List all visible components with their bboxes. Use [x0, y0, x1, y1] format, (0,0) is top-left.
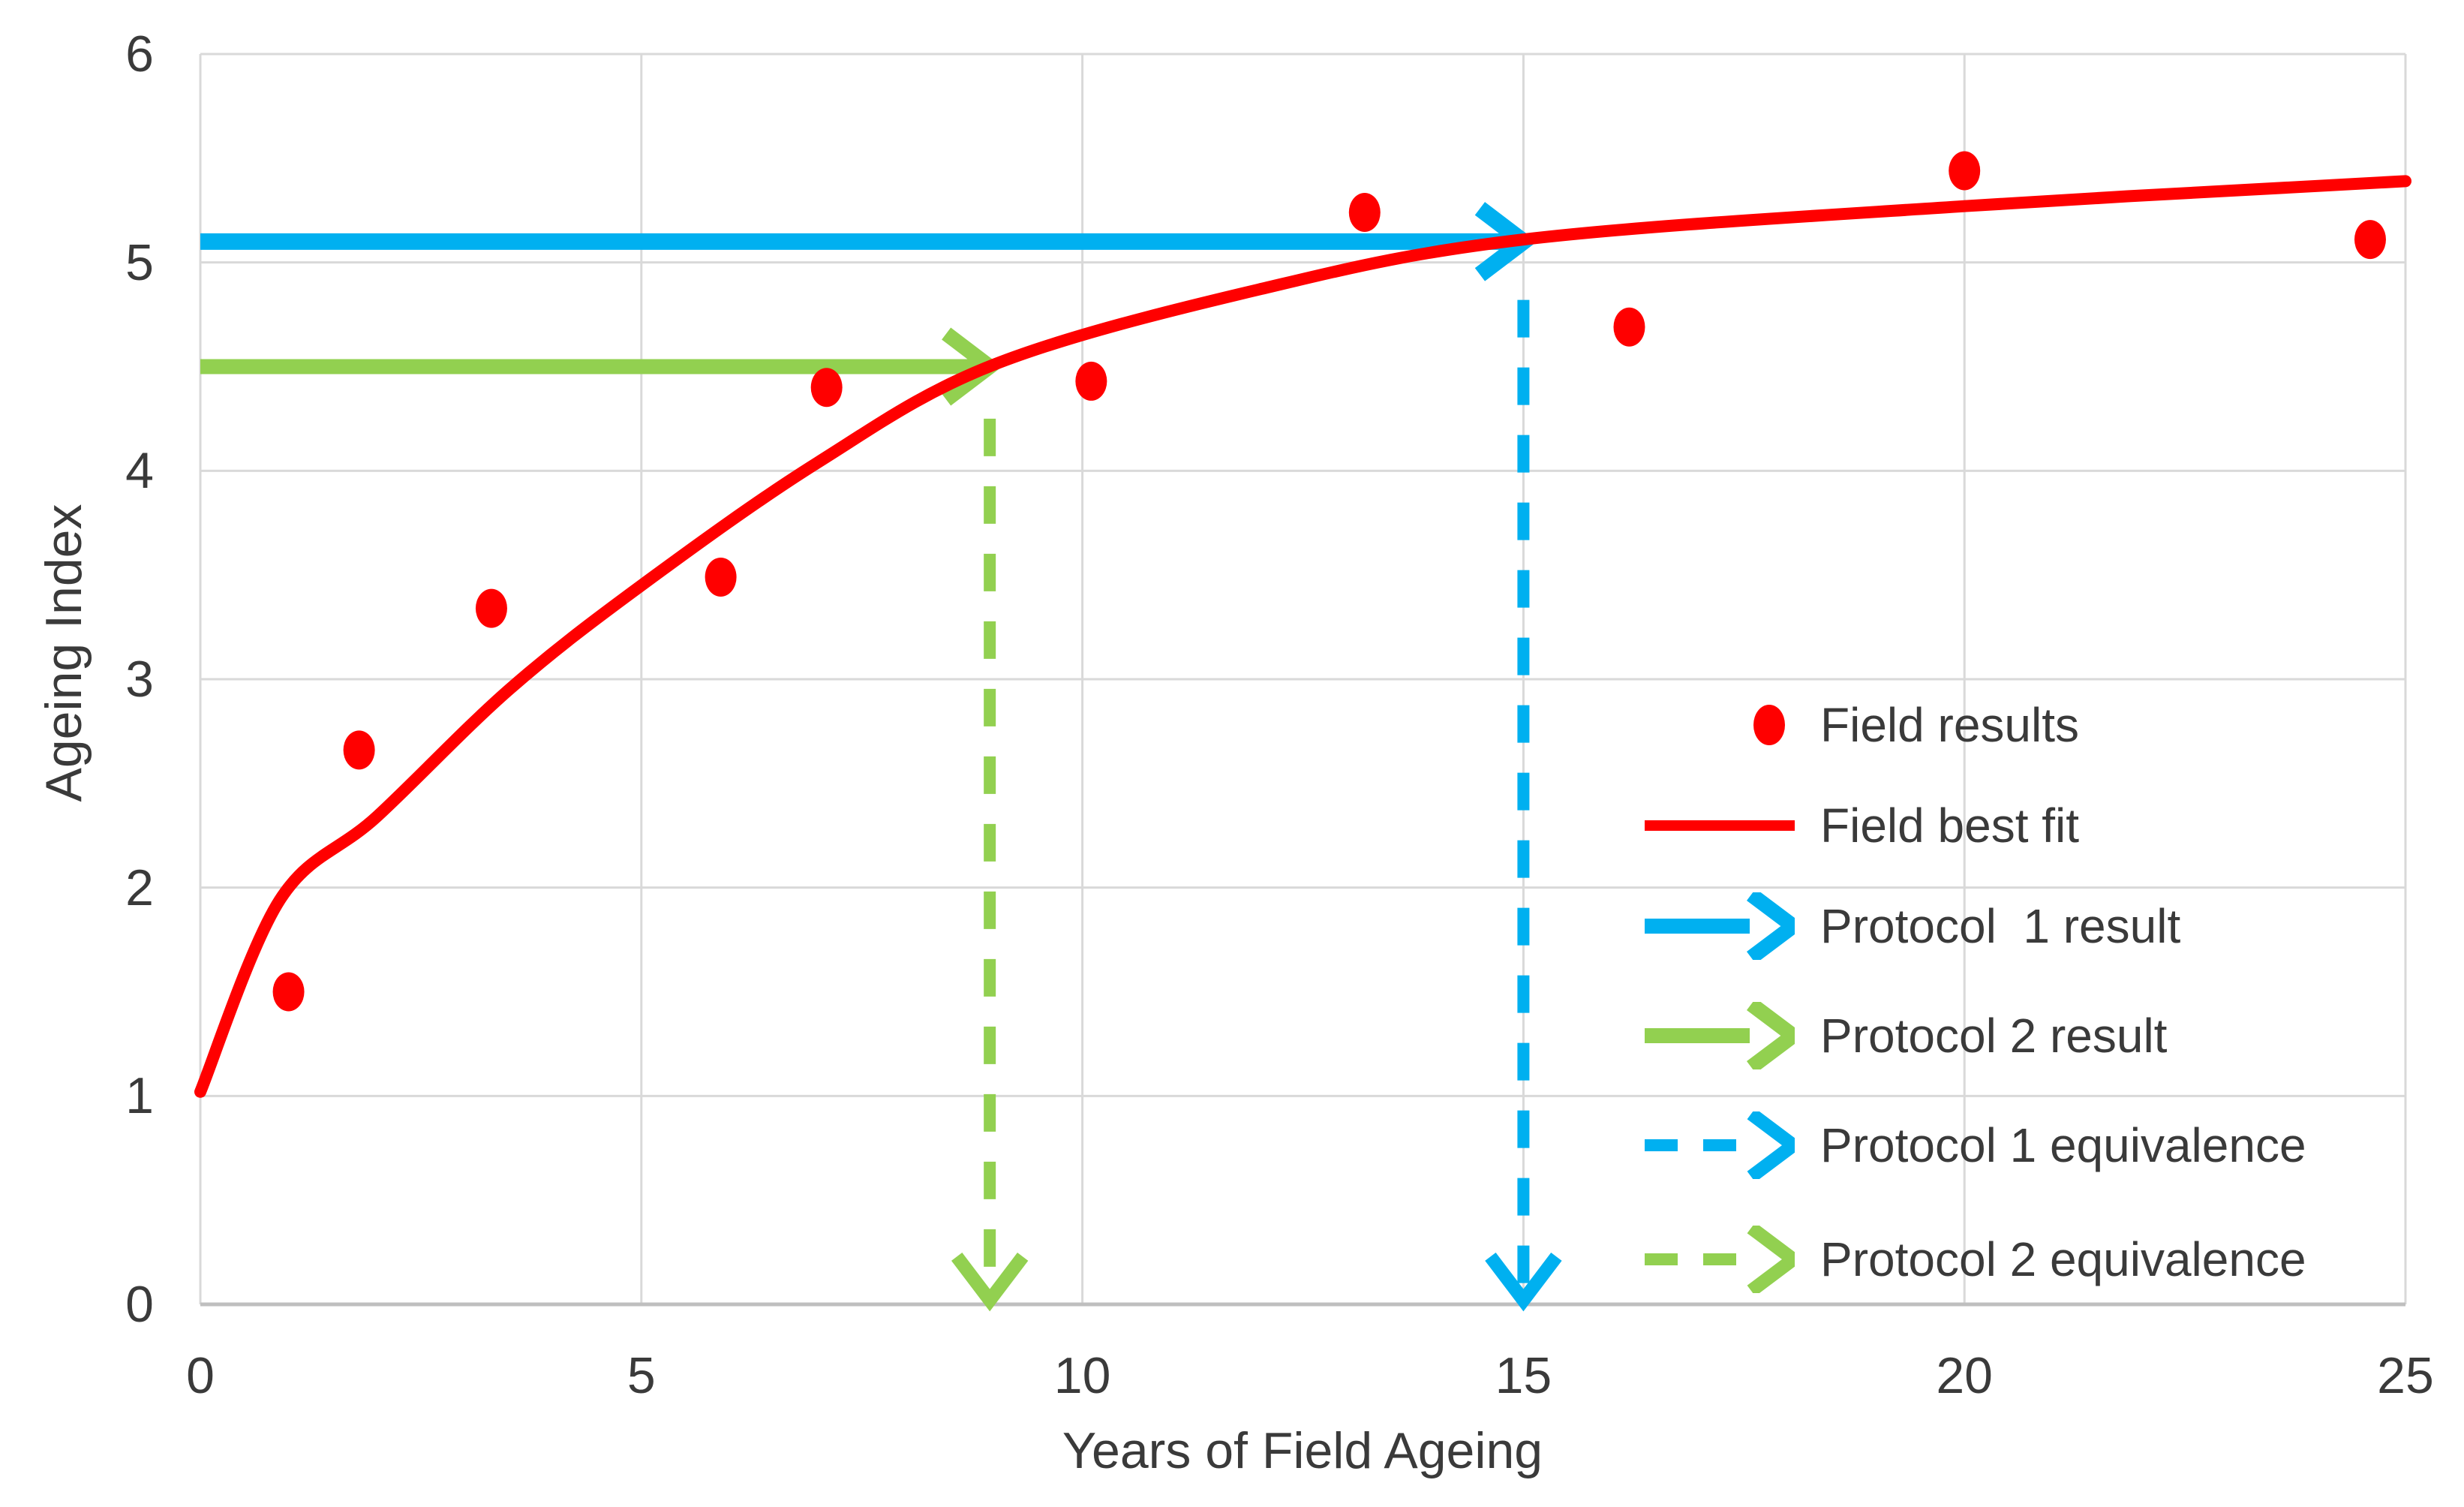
- y-tick-label-5: 5: [125, 233, 154, 291]
- legend-label: Protocol 2 equivalence: [1820, 1232, 2306, 1286]
- data-point: [2354, 220, 2386, 260]
- arrow-head-icon: [1747, 1111, 1795, 1179]
- dot-legend-marker-icon: [1753, 705, 1785, 745]
- data-point: [475, 588, 507, 628]
- y-axis-title: Ageing Index: [35, 504, 92, 802]
- protocol-2-equivalence-arrow-head: [951, 1253, 1029, 1312]
- arrow-head-icon: [1747, 892, 1795, 960]
- y-tick-label-4: 4: [125, 442, 154, 500]
- arrow-head-icon: [1747, 1226, 1795, 1293]
- x-tick-label-0: 0: [186, 1347, 215, 1404]
- data-point: [272, 972, 305, 1012]
- legend-label: Protocol 2 result: [1820, 1009, 2168, 1063]
- best-fit-curve: [194, 175, 2411, 1098]
- x-tick-label-20: 20: [1936, 1347, 1993, 1404]
- x-axis-title: Years of Field Ageing: [1062, 1422, 1543, 1479]
- data-point: [705, 557, 737, 597]
- legend-item-protocol-1-equivalence: Protocol 1 equivalence: [1636, 1111, 2306, 1179]
- x-tick-label-25: 25: [2377, 1347, 2434, 1404]
- x-tick-label-5: 5: [627, 1347, 656, 1404]
- legend-item-protocol-2-result: Protocol 2 result: [1636, 1002, 2167, 1069]
- data-point: [1348, 193, 1381, 233]
- x-tick-label-10: 10: [1053, 1347, 1111, 1404]
- arrow-dashed-legend-marker-icon: [1645, 1226, 1795, 1293]
- data-point: [1075, 361, 1107, 401]
- legend-label: Field best fit: [1820, 799, 2080, 853]
- legend-label: Protocol 1 equivalence: [1820, 1118, 2306, 1172]
- dot-icon: [1753, 705, 1785, 745]
- data-point: [343, 730, 375, 770]
- legend-item-protocol-1-result: Protocol 1 result: [1636, 892, 2180, 960]
- legend-item-field-results: Field results: [1636, 691, 2079, 759]
- legend-item-field-best-fit: Field best fit: [1636, 792, 2079, 859]
- arrow-dashed-legend-marker-icon: [1645, 1111, 1795, 1179]
- data-point: [810, 368, 843, 408]
- data-point: [1949, 151, 1981, 191]
- legend-label: Protocol 1 result: [1820, 899, 2181, 953]
- y-tick-label-2: 2: [125, 859, 154, 916]
- arrow-head-icon: [1747, 1002, 1795, 1069]
- data-point: [1613, 307, 1645, 347]
- y-tick-label-0: 0: [125, 1276, 154, 1333]
- arrow-solid-legend-marker-icon: [1645, 1002, 1795, 1069]
- line-legend-marker-icon: [1645, 820, 1795, 831]
- arrow-solid-legend-marker-icon: [1645, 892, 1795, 960]
- legend-label: Field results: [1820, 698, 2079, 752]
- x-tick-label-15: 15: [1495, 1347, 1552, 1404]
- legend-item-protocol-2-equivalence: Protocol 2 equivalence: [1636, 1226, 2306, 1293]
- y-tick-label-6: 6: [125, 26, 154, 83]
- y-tick-label-1: 1: [125, 1067, 154, 1125]
- y-tick-label-3: 3: [125, 651, 154, 708]
- protocol-1-equivalence-arrow-head: [1485, 1253, 1562, 1312]
